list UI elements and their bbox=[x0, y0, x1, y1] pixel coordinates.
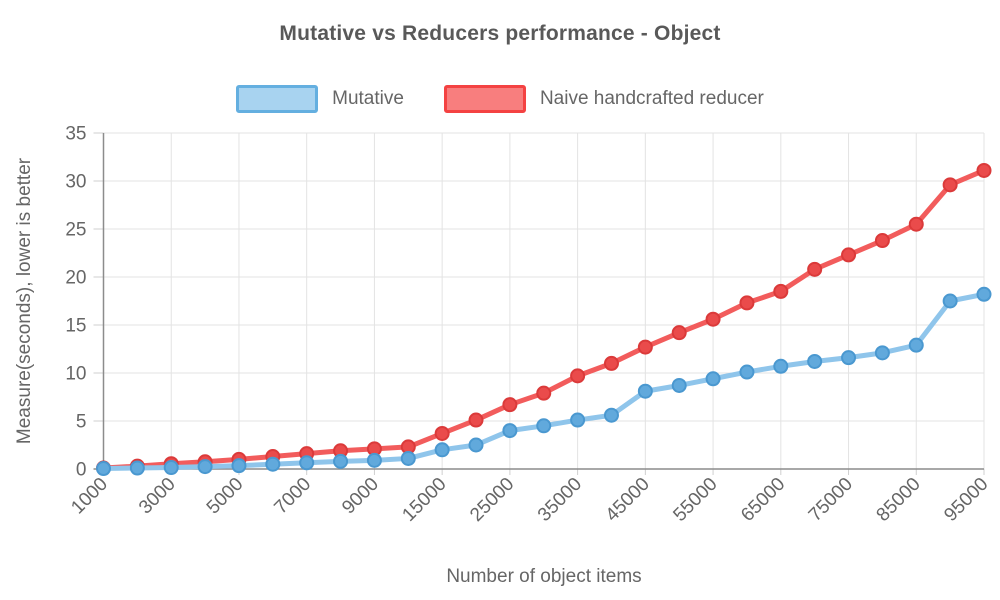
svg-text:15: 15 bbox=[65, 316, 86, 337]
svg-text:95000: 95000 bbox=[940, 474, 992, 526]
chart-title: Mutative vs Reducers performance - Objec… bbox=[279, 22, 721, 45]
x-axis-title: Number of object items bbox=[446, 566, 642, 587]
svg-text:15000: 15000 bbox=[398, 474, 450, 526]
legend-item-mutative[interactable]: Mutative bbox=[236, 85, 404, 113]
mutative-series-swatch bbox=[236, 85, 319, 113]
svg-text:20: 20 bbox=[65, 268, 86, 289]
svg-text:25: 25 bbox=[65, 220, 86, 241]
svg-text:3000: 3000 bbox=[135, 474, 180, 519]
legend-label-naive-reducer: Naive handcrafted reducer bbox=[539, 88, 764, 109]
svg-text:65000: 65000 bbox=[737, 474, 789, 526]
naive-reducer-series-swatch bbox=[443, 85, 526, 113]
svg-text:55000: 55000 bbox=[669, 474, 721, 526]
svg-text:25000: 25000 bbox=[466, 474, 518, 526]
svg-text:30: 30 bbox=[65, 172, 86, 193]
legend: Mutative Naive handcrafted reducer bbox=[0, 85, 1000, 113]
svg-text:75000: 75000 bbox=[805, 474, 857, 526]
svg-text:35: 35 bbox=[65, 124, 86, 145]
svg-text:1000: 1000 bbox=[67, 474, 112, 519]
svg-text:7000: 7000 bbox=[270, 474, 315, 519]
svg-text:10: 10 bbox=[65, 364, 86, 385]
svg-text:35000: 35000 bbox=[534, 474, 586, 526]
y-axis-title: Measure(seconds), lower is better bbox=[14, 157, 35, 445]
svg-text:0: 0 bbox=[76, 460, 87, 481]
svg-text:45000: 45000 bbox=[602, 474, 654, 526]
legend-item-naive-reducer[interactable]: Naive handcrafted reducer bbox=[443, 85, 764, 113]
svg-text:5: 5 bbox=[76, 412, 87, 433]
svg-text:5000: 5000 bbox=[203, 474, 248, 519]
svg-text:85000: 85000 bbox=[873, 474, 925, 526]
legend-label-mutative: Mutative bbox=[332, 88, 404, 109]
svg-text:9000: 9000 bbox=[338, 474, 383, 519]
